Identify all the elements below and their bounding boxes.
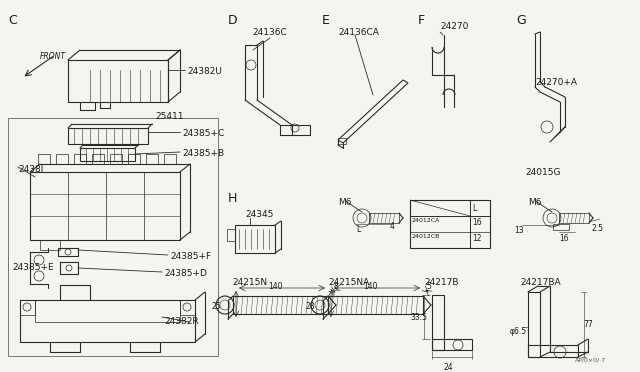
- Text: 77: 77: [583, 320, 593, 329]
- Text: 16: 16: [559, 234, 568, 243]
- Text: AP/0×0/·7: AP/0×0/·7: [575, 357, 606, 362]
- Text: 24382R: 24382R: [164, 317, 198, 326]
- Text: 24385+B: 24385+B: [182, 149, 224, 158]
- Bar: [410, 200, 490, 248]
- Bar: [128, 154, 140, 164]
- Bar: [328, 296, 423, 314]
- Text: 24136CA: 24136CA: [338, 28, 379, 37]
- Bar: [432, 295, 444, 350]
- Bar: [30, 172, 180, 240]
- Text: D: D: [228, 14, 237, 27]
- Bar: [432, 339, 472, 350]
- Text: L: L: [472, 204, 476, 213]
- Bar: [74, 154, 86, 164]
- Bar: [40, 240, 60, 250]
- Bar: [38, 154, 50, 164]
- Text: 140: 140: [363, 282, 378, 291]
- Bar: [559, 213, 589, 223]
- Bar: [146, 154, 158, 164]
- Text: M6: M6: [528, 198, 541, 207]
- Text: 140: 140: [268, 282, 282, 291]
- Bar: [35, 300, 180, 322]
- Text: 24385+D: 24385+D: [164, 269, 207, 278]
- Text: FRONT: FRONT: [40, 52, 66, 61]
- Text: 24217BA: 24217BA: [520, 278, 561, 287]
- Text: 12: 12: [472, 234, 481, 243]
- Text: 13: 13: [514, 226, 524, 235]
- Bar: [110, 154, 122, 164]
- Text: H: H: [228, 192, 237, 205]
- Bar: [369, 213, 399, 223]
- Bar: [92, 154, 104, 164]
- Text: 5: 5: [426, 282, 431, 291]
- Bar: [20, 300, 35, 315]
- Text: 2.5: 2.5: [591, 224, 603, 233]
- Text: 24012CB: 24012CB: [412, 234, 440, 239]
- Text: 24345: 24345: [245, 210, 273, 219]
- Bar: [235, 225, 275, 253]
- Text: 24012CA: 24012CA: [412, 218, 440, 223]
- Bar: [8, 118, 218, 356]
- Text: 24385+F: 24385+F: [170, 252, 211, 261]
- Bar: [233, 296, 328, 314]
- Text: L: L: [356, 225, 360, 234]
- Text: 25411: 25411: [155, 112, 184, 121]
- Bar: [338, 138, 346, 144]
- Bar: [68, 60, 168, 102]
- Text: 2438I: 2438I: [18, 165, 44, 174]
- Bar: [80, 148, 135, 161]
- Bar: [164, 154, 176, 164]
- Text: 24136C: 24136C: [252, 28, 287, 37]
- Text: 16: 16: [472, 218, 482, 227]
- Text: 24217B: 24217B: [424, 278, 458, 287]
- Text: G: G: [516, 14, 525, 27]
- Bar: [553, 224, 569, 230]
- Bar: [56, 154, 68, 164]
- Bar: [528, 345, 578, 357]
- Text: 33.5: 33.5: [410, 313, 427, 322]
- Text: 8: 8: [333, 282, 338, 291]
- Text: 24385+C: 24385+C: [182, 129, 224, 138]
- Text: 24215NA: 24215NA: [328, 278, 369, 287]
- Text: M6: M6: [338, 198, 351, 207]
- Text: 24215N: 24215N: [232, 278, 267, 287]
- Text: 24382U: 24382U: [187, 67, 222, 76]
- Text: 24: 24: [444, 363, 454, 372]
- Text: F: F: [418, 14, 425, 27]
- Bar: [180, 300, 195, 315]
- Text: φ6.5: φ6.5: [510, 327, 527, 336]
- Text: 4: 4: [390, 222, 395, 231]
- Text: 24385+E: 24385+E: [12, 263, 54, 272]
- Bar: [20, 300, 195, 342]
- Text: 25: 25: [211, 302, 221, 311]
- Text: 24270: 24270: [440, 22, 468, 31]
- Bar: [528, 292, 540, 357]
- Text: 24015G: 24015G: [525, 168, 561, 177]
- Text: C: C: [8, 14, 17, 27]
- Text: E: E: [322, 14, 330, 27]
- Bar: [227, 229, 235, 241]
- Text: 28: 28: [306, 302, 316, 311]
- Text: 24270+A: 24270+A: [535, 78, 577, 87]
- Bar: [68, 128, 148, 144]
